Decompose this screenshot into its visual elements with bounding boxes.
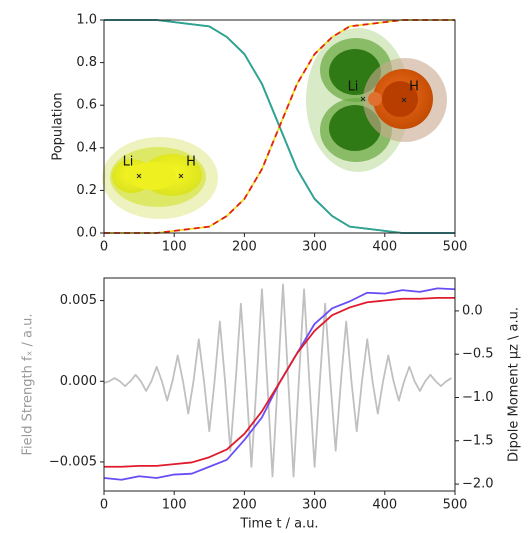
atom-label: Li <box>348 80 359 95</box>
x-tick-label: 500 <box>443 498 468 513</box>
atom-label: H <box>409 80 419 95</box>
series-line <box>103 283 452 478</box>
y-tick-label: 0.8 <box>76 55 97 70</box>
y2-tick-label: −0.5 <box>462 347 494 362</box>
atom-label: Li <box>123 155 134 170</box>
y-tick-label: 0.2 <box>76 183 97 198</box>
x-tick-label: 400 <box>372 498 397 513</box>
molecule-excited: Li H <box>306 28 447 172</box>
y2-tick-label: 0.0 <box>462 303 483 318</box>
x-tick-label: 500 <box>443 240 468 255</box>
atom-label: H <box>186 155 196 170</box>
x-tick-label: 0 <box>100 498 108 513</box>
x-tick-label: 100 <box>162 240 187 255</box>
x-tick-label: 300 <box>302 498 327 513</box>
x-tick-label: 100 <box>162 498 187 513</box>
x-tick-label: 200 <box>232 240 257 255</box>
y-tick-label: 0.0 <box>76 226 97 241</box>
x-axis-label: Time t / a.u. <box>239 517 318 532</box>
plot-frame <box>103 277 456 492</box>
y-tick-label: 0.6 <box>76 98 97 113</box>
y-tick-label: 0.000 <box>60 374 97 389</box>
y-axis-label: Field Strength fₓ / a.u. <box>21 314 36 456</box>
y2-tick-label: −1.5 <box>462 433 494 448</box>
y-tick-label: 0.005 <box>60 293 97 308</box>
y-tick-label: 0.4 <box>76 140 97 155</box>
y-tick-label: 1.0 <box>76 13 97 28</box>
y-axis-label: Population <box>51 92 66 160</box>
series-line <box>104 19 455 234</box>
plots: 0 100 200 300 400 500 0.0 0.2 0.4 0.6 0.8 1.0 Popula… <box>21 13 522 532</box>
x-tick-label: 300 <box>302 240 327 255</box>
plot-frame <box>103 19 456 234</box>
x-tick-label: 400 <box>372 240 397 255</box>
x-tick-label: 0 <box>100 240 108 255</box>
molecule-ground: Li H <box>102 137 218 219</box>
y2-tick-label: −2.0 <box>462 477 494 492</box>
x-tick-label: 200 <box>232 498 257 513</box>
y-tick-label: −0.005 <box>49 454 97 469</box>
y2-tick-label: −1.0 <box>462 390 494 405</box>
y2-axis-label: Dipole Moment μz \ a.u. <box>507 307 522 462</box>
series-line <box>104 297 455 468</box>
